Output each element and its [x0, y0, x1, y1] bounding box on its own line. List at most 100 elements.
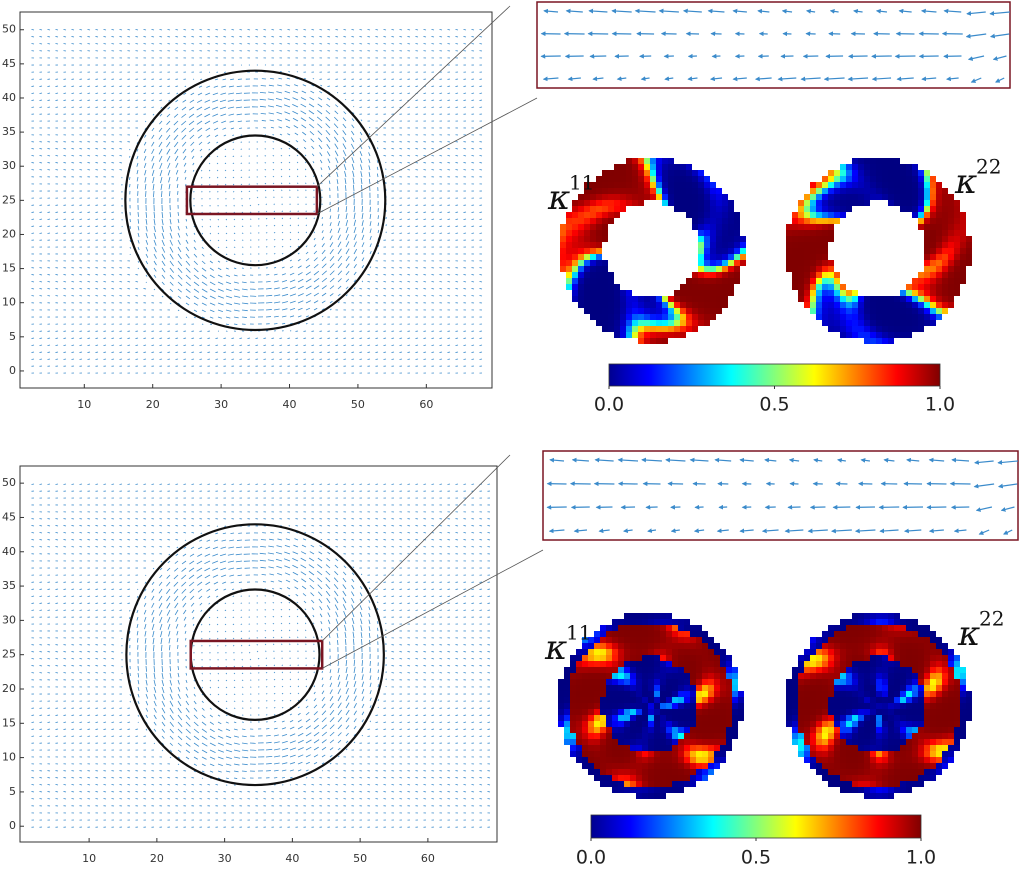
kappa-cell — [584, 260, 590, 266]
quiver-arrow — [196, 120, 203, 125]
quiver-arrow — [415, 29, 419, 31]
quiver-arrow — [167, 539, 171, 541]
quiver-arrow — [55, 29, 59, 31]
kappa-cell — [858, 164, 864, 170]
quiver-arrow — [361, 257, 365, 262]
quiver-arrow — [303, 146, 307, 150]
kappa-cell — [698, 284, 704, 290]
kappa-cell — [716, 254, 722, 260]
quiver-arrow — [318, 97, 323, 101]
quiver-arrow — [223, 29, 227, 31]
quiver-arrow — [415, 344, 419, 346]
quiver-arrow — [351, 124, 355, 129]
quiver-arrow — [143, 602, 147, 607]
quiver-arrow — [103, 532, 107, 534]
quiver-arrow — [407, 85, 411, 87]
kappa-cell — [704, 248, 710, 254]
quiver-arrow — [335, 337, 339, 339]
quiver-arrow — [344, 178, 347, 185]
quiver-arrow — [39, 344, 43, 346]
kappa-cell — [656, 332, 662, 338]
quiver-arrow — [281, 301, 289, 304]
quiver-arrow — [173, 134, 179, 141]
quiver-arrow — [455, 337, 459, 339]
kappa-cell — [578, 290, 584, 296]
quiver-arrow — [201, 274, 208, 279]
quiver-arrow — [383, 85, 387, 87]
quiver-arrow — [47, 211, 51, 213]
quiver-arrow — [151, 588, 155, 593]
quiver-arrow — [55, 36, 59, 38]
quiver-arrow — [31, 155, 35, 157]
kappa-cell — [626, 200, 632, 206]
quiver-arrow — [303, 77, 307, 80]
quiver-arrow — [350, 143, 355, 150]
kappa-cell — [686, 212, 692, 218]
kappa-cell — [852, 188, 858, 194]
quiver-arrow — [71, 658, 75, 660]
quiver-arrow — [189, 127, 195, 133]
kappa-cell — [858, 320, 864, 326]
kappa-cell — [948, 278, 954, 284]
quiver-arrow — [287, 351, 291, 353]
quiver-arrow — [63, 539, 67, 541]
quiver-arrow — [63, 344, 67, 346]
kappa-cell — [614, 188, 620, 194]
quiver-arrow — [169, 735, 174, 740]
quiver-arrow — [153, 714, 157, 720]
kappa-cell — [626, 326, 632, 332]
kappa-cell — [882, 188, 888, 194]
kappa-cell — [882, 314, 888, 320]
kappa-cell — [834, 284, 840, 290]
kappa-cell — [614, 200, 620, 206]
kappa-cell — [876, 302, 882, 308]
kappa-cell — [584, 230, 590, 236]
quiver-arrow — [207, 141, 211, 145]
quiver-arrow — [71, 351, 75, 353]
quiver-arrow — [215, 351, 219, 353]
kappa-cell — [912, 200, 918, 206]
kappa-cell — [936, 296, 942, 302]
kappa-cell — [792, 236, 798, 242]
quiver-arrow — [39, 85, 43, 87]
kappa-cell — [816, 248, 822, 254]
quiver-arrow — [143, 155, 147, 161]
kappa-cell — [912, 194, 918, 200]
kappa-cell — [602, 194, 608, 200]
quiver-arrow — [329, 228, 333, 234]
kappa-cell — [686, 200, 692, 206]
quiver-arrow — [329, 235, 333, 241]
quiver-arrow — [191, 344, 195, 346]
kappa-cell — [602, 314, 608, 320]
quiver-arrow — [289, 238, 292, 241]
quiver-arrow — [337, 255, 343, 262]
kappa-cell — [822, 290, 828, 296]
kappa-cell — [798, 236, 804, 242]
kappa-cell — [870, 338, 876, 344]
kappa-cell — [810, 302, 816, 308]
quiver-arrow — [273, 287, 280, 290]
kappa-cell — [876, 188, 882, 194]
quiver-arrow — [47, 532, 51, 534]
kappa-cell — [626, 182, 632, 188]
quiver-arrow — [55, 351, 59, 353]
quiver-arrow — [161, 274, 166, 279]
kappa-cell — [810, 248, 816, 254]
quiver-arrow — [353, 212, 356, 220]
quiver-arrow — [165, 134, 171, 141]
kappa-cell — [584, 182, 590, 188]
quiver-arrow — [399, 155, 403, 157]
kappa-cell — [722, 260, 728, 266]
kappa-cell — [650, 170, 656, 176]
kappa-cell — [596, 308, 602, 314]
quiver-arrow — [317, 103, 323, 108]
quiver-arrow — [151, 127, 155, 132]
quiver-arrow — [313, 224, 315, 227]
quiver-arrow — [175, 29, 179, 31]
quiver-arrow — [129, 239, 132, 243]
quiver-arrow — [259, 105, 267, 108]
zoom-inset — [536, 1, 1011, 89]
kappa-cell — [864, 320, 870, 326]
kappa-cell — [614, 296, 620, 302]
kappa-cell — [680, 314, 686, 320]
